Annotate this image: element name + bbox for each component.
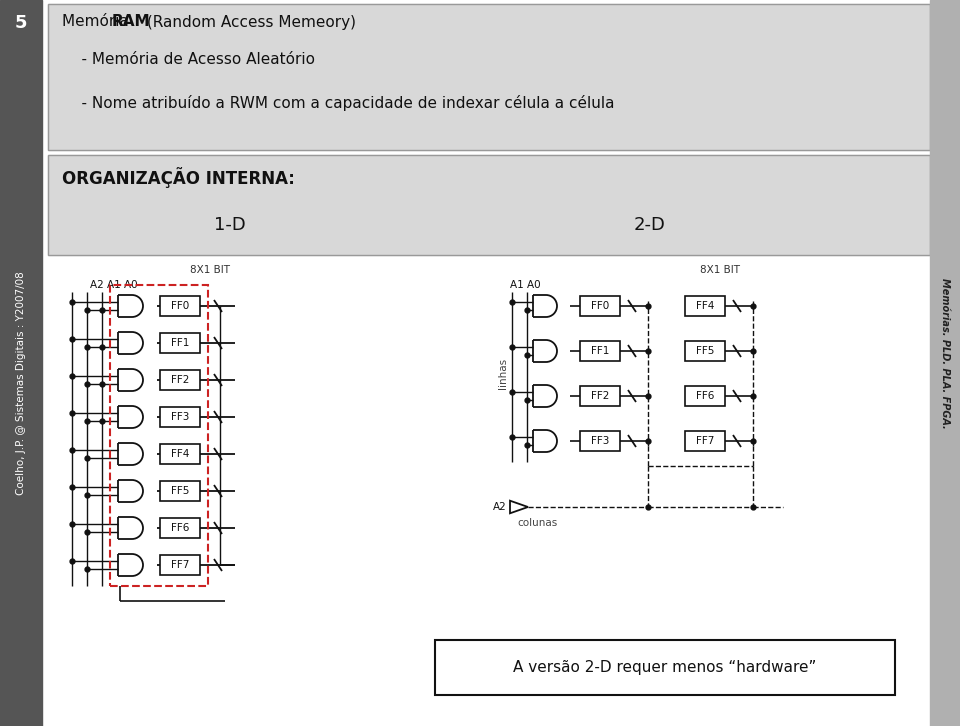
Text: Coelho, J.P. @ Sistemas Digitais : Y2007/08: Coelho, J.P. @ Sistemas Digitais : Y2007… bbox=[16, 271, 26, 495]
Text: FF3: FF3 bbox=[171, 412, 189, 422]
Bar bbox=[930, 0, 960, 726]
Text: FF4: FF4 bbox=[696, 301, 714, 311]
Text: A versão 2-D requer menos “hardware”: A versão 2-D requer menos “hardware” bbox=[514, 660, 817, 675]
Bar bbox=[435, 640, 895, 695]
Text: 5: 5 bbox=[14, 14, 27, 32]
Bar bbox=[160, 555, 200, 575]
Text: FF1: FF1 bbox=[590, 346, 610, 356]
Text: FF5: FF5 bbox=[171, 486, 189, 496]
Text: FF6: FF6 bbox=[171, 523, 189, 533]
Text: FF4: FF4 bbox=[171, 449, 189, 459]
Text: Memórias. PLD. PLA. FPGA.: Memórias. PLD. PLA. FPGA. bbox=[940, 277, 950, 428]
Text: linhas: linhas bbox=[498, 358, 508, 389]
Text: 8X1 BIT: 8X1 BIT bbox=[190, 265, 230, 275]
Bar bbox=[580, 386, 620, 406]
Bar bbox=[160, 370, 200, 390]
Text: A2: A2 bbox=[493, 502, 507, 512]
Text: A1 A0: A1 A0 bbox=[510, 280, 540, 290]
Bar bbox=[580, 431, 620, 451]
Bar bbox=[685, 296, 725, 316]
Bar bbox=[160, 518, 200, 538]
Text: Memória: Memória bbox=[62, 15, 133, 30]
Text: (Random Access Memeory): (Random Access Memeory) bbox=[142, 15, 356, 30]
Text: FF2: FF2 bbox=[590, 391, 610, 401]
Bar bbox=[0, 0, 42, 726]
Bar bbox=[48, 155, 930, 255]
Text: RAM: RAM bbox=[112, 15, 151, 30]
Text: FF1: FF1 bbox=[171, 338, 189, 348]
Bar bbox=[48, 4, 930, 150]
Bar bbox=[160, 333, 200, 353]
Bar bbox=[685, 431, 725, 451]
Bar bbox=[48, 155, 930, 255]
Text: - Memória de Acesso Aleatório: - Memória de Acesso Aleatório bbox=[62, 52, 315, 68]
Text: FF7: FF7 bbox=[696, 436, 714, 446]
Bar bbox=[160, 444, 200, 464]
Text: FF7: FF7 bbox=[171, 560, 189, 570]
Polygon shape bbox=[510, 501, 528, 513]
Text: - Nome atribuído a RWM com a capacidade de indexar célula a célula: - Nome atribuído a RWM com a capacidade … bbox=[62, 95, 614, 111]
Text: 1-D: 1-D bbox=[214, 216, 246, 234]
Text: FF2: FF2 bbox=[171, 375, 189, 385]
Bar bbox=[685, 341, 725, 361]
Text: FF5: FF5 bbox=[696, 346, 714, 356]
Bar bbox=[160, 481, 200, 501]
Bar bbox=[160, 407, 200, 427]
Text: 8X1 BIT: 8X1 BIT bbox=[700, 265, 740, 275]
Bar bbox=[580, 296, 620, 316]
Text: colunas: colunas bbox=[517, 518, 557, 528]
Text: 2-D: 2-D bbox=[634, 216, 666, 234]
Text: ORGANIZAÇÃO INTERNA:: ORGANIZAÇÃO INTERNA: bbox=[62, 168, 295, 189]
Text: FF0: FF0 bbox=[171, 301, 189, 311]
Bar bbox=[685, 386, 725, 406]
Bar bbox=[160, 296, 200, 316]
Bar bbox=[580, 341, 620, 361]
Bar bbox=[110, 285, 208, 586]
Text: A2 A1 A0: A2 A1 A0 bbox=[90, 280, 137, 290]
Text: FF0: FF0 bbox=[590, 301, 610, 311]
Text: FF6: FF6 bbox=[696, 391, 714, 401]
Bar bbox=[48, 4, 930, 150]
Text: FF3: FF3 bbox=[590, 436, 610, 446]
